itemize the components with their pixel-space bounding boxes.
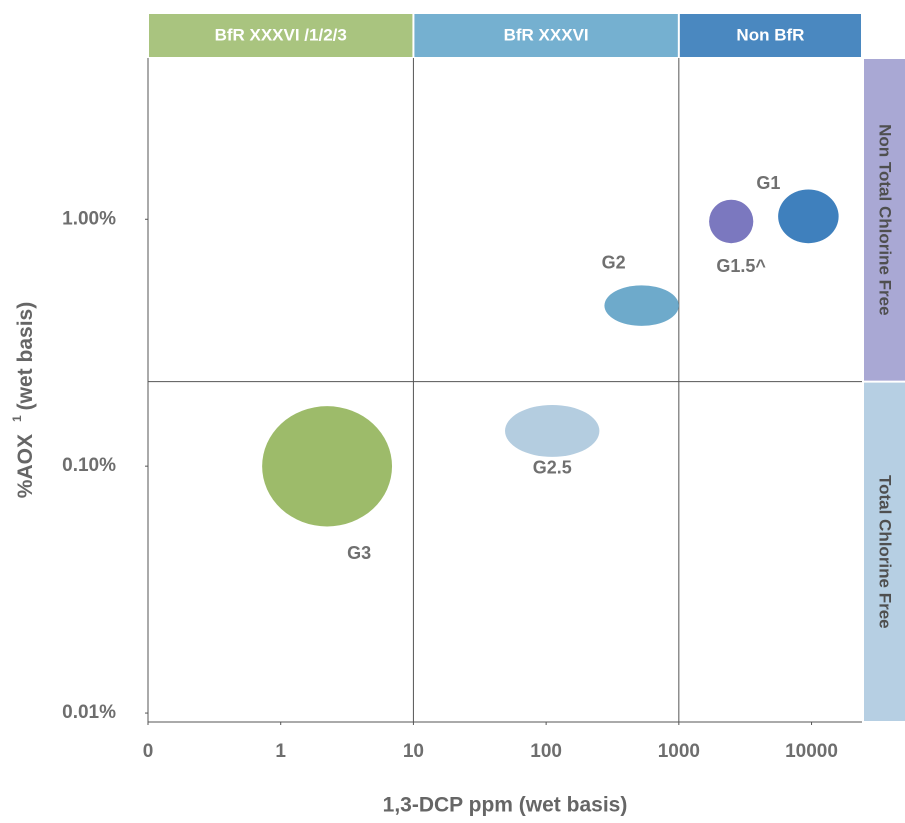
region-label: Non Total Chlorine Free — [876, 124, 895, 315]
y-axis-label-sup: 1 — [10, 415, 24, 422]
bubble-label: G1 — [756, 173, 780, 193]
y-axis-label-rest: (wet basis) — [14, 302, 37, 411]
y-tick-label: 0.10% — [62, 455, 116, 476]
region-label: BfR XXXVI /1/2/3 — [215, 25, 347, 44]
bubble-label: G1.5^ — [716, 256, 766, 276]
y-axis-label: %AOX 1 (wet basis) — [10, 302, 36, 498]
bubble-label: G2.5 — [533, 458, 572, 478]
x-tick-label: 1 — [275, 741, 286, 762]
bubble-label: G2 — [602, 252, 626, 272]
y-axis-label-main: %AOX — [14, 434, 37, 498]
bubble — [604, 285, 678, 326]
x-tick-label: 100 — [530, 741, 562, 762]
bubble — [778, 190, 839, 244]
x-tick-label: 0 — [143, 741, 154, 762]
bubble — [505, 405, 599, 457]
y-tick-label: 1.00% — [62, 208, 116, 229]
x-tick-label: 10 — [403, 741, 424, 762]
y-tick-label: 0.01% — [62, 702, 116, 723]
region-label: BfR XXXVI — [504, 25, 589, 44]
x-tick-label: 1000 — [658, 741, 700, 762]
region-label: Non BfR — [736, 25, 804, 44]
x-tick-label: 10000 — [785, 741, 838, 762]
region-label: Total Chlorine Free — [876, 475, 895, 629]
chart: 1,3-DCP ppm (wet basis) %AOX 1 (wet basis)… — [0, 0, 905, 823]
bubble-label: G3 — [347, 543, 371, 563]
bubble — [262, 406, 392, 526]
bubble — [709, 200, 753, 243]
x-axis-label: 1,3-DCP ppm (wet basis) — [383, 794, 628, 817]
